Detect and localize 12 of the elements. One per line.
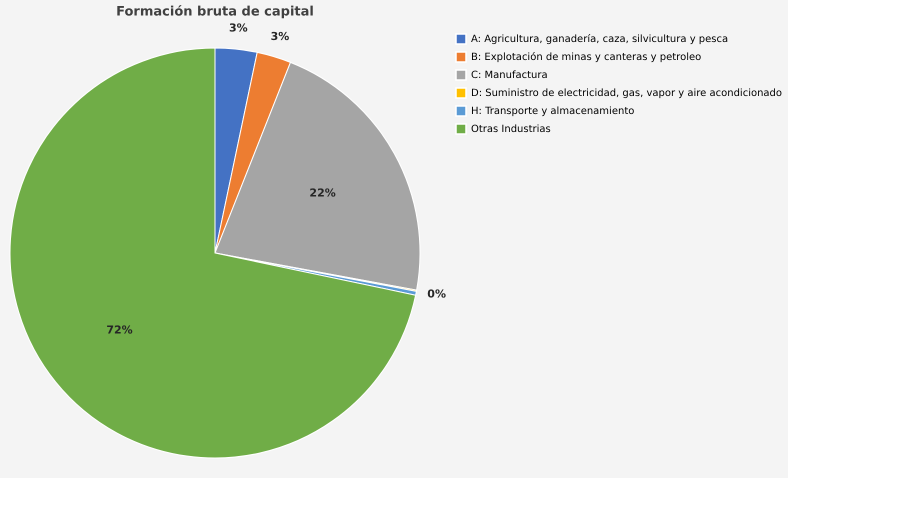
- legend-label: C: Manufactura: [471, 70, 548, 81]
- data-label: 3%: [270, 30, 290, 44]
- chart-title: Formación bruta de capital: [116, 4, 314, 20]
- legend-label: A: Agricultura, ganadería, caza, silvicultura y pesca: [471, 34, 728, 45]
- legend-label: B: Explotación de minas y canteras y petroleo: [471, 52, 702, 63]
- data-label: 0%: [427, 288, 446, 301]
- data-label: 3%: [228, 22, 248, 35]
- data-label: 72%: [106, 324, 133, 337]
- legend-label: D: Suministro de electricidad, gas, vapor y aire acondicionado: [471, 88, 782, 99]
- data-label: 22%: [309, 186, 336, 200]
- legend-label: H: Transporte y almacenamiento: [471, 106, 634, 117]
- legend-label: Otras Industrias: [471, 124, 551, 135]
